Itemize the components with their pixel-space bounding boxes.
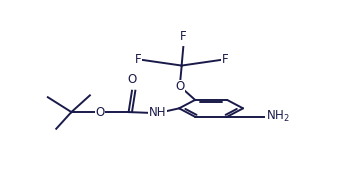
Text: NH$_2$: NH$_2$: [266, 109, 290, 124]
Text: NH: NH: [148, 106, 166, 119]
Text: O: O: [127, 73, 137, 86]
Text: F: F: [135, 53, 141, 67]
Text: F: F: [180, 30, 187, 43]
Text: O: O: [95, 105, 105, 119]
Text: O: O: [175, 80, 185, 94]
Text: F: F: [222, 53, 228, 67]
